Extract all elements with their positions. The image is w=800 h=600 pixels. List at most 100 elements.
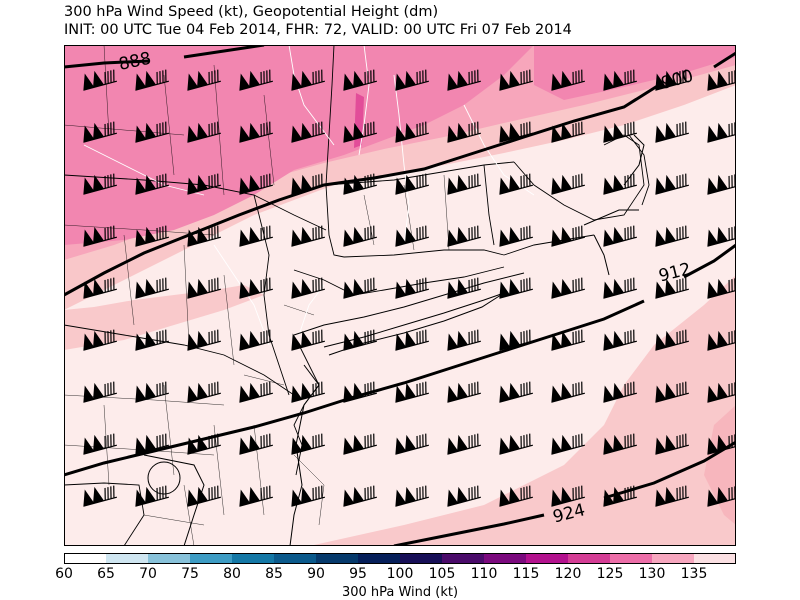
wind-barb <box>395 329 429 351</box>
wind-barb <box>707 381 736 403</box>
colorbar-tick-label: 85 <box>265 566 283 582</box>
colorbar-segment <box>694 553 736 564</box>
wind-barb <box>239 225 273 247</box>
colorbar-segment <box>148 553 191 564</box>
wind-barb <box>395 225 429 247</box>
wind-barb <box>603 69 637 91</box>
wind-barb <box>291 277 325 299</box>
colorbar-tick-label: 95 <box>349 566 367 582</box>
wind-barb <box>291 225 325 247</box>
wind-barb <box>655 121 689 143</box>
wind-barb <box>603 173 637 195</box>
contour-label-912: 912 <box>657 259 693 286</box>
wind-barb <box>499 225 533 247</box>
contour-924 <box>393 440 736 546</box>
wind-barb <box>187 69 221 91</box>
wind-barb <box>239 121 273 143</box>
wind-barb <box>655 329 689 351</box>
wind-barb <box>239 277 273 299</box>
shade-lower-right-2 <box>704 405 736 525</box>
wind-barb <box>707 121 736 143</box>
wind-barb <box>447 225 481 247</box>
colorbar-label: 300 hPa Wind (kt) <box>341 585 459 600</box>
wind-barb <box>499 329 533 351</box>
wind-barb <box>135 121 169 143</box>
wind-barb <box>395 485 429 507</box>
wind-barb <box>135 433 169 455</box>
wind-barb <box>395 69 429 91</box>
wind-barb <box>707 69 736 91</box>
wind-barb <box>343 69 377 91</box>
wind-barb <box>447 381 481 403</box>
wind-barb <box>135 329 169 351</box>
colorbar-tick-label: 75 <box>181 566 199 582</box>
wind-barb <box>603 485 637 507</box>
colorbar-tick-label: 60 <box>55 566 73 582</box>
shade-lower-right <box>314 275 736 546</box>
wind-barb <box>447 485 481 507</box>
wind-barb <box>239 381 273 403</box>
wind-barb <box>135 277 169 299</box>
colorbar-tick-label: 105 <box>428 566 456 582</box>
colorbar-segment <box>652 553 695 564</box>
chart-title: 300 hPa Wind Speed (kt), Geopotential He… <box>64 4 439 20</box>
wind-barb <box>707 433 736 455</box>
wind-barb <box>551 433 585 455</box>
wind-barb <box>343 381 377 403</box>
wind-speed-shading <box>64 45 736 546</box>
wind-barb <box>187 329 221 351</box>
colorbar-border <box>64 553 736 564</box>
wind-barb <box>707 485 736 507</box>
wind-barb <box>551 225 585 247</box>
wind-barb <box>343 225 377 247</box>
wind-barb <box>551 69 585 91</box>
wind-barb <box>83 433 117 455</box>
wind-barb <box>83 381 117 403</box>
wind-barb <box>499 121 533 143</box>
wind-barb <box>343 485 377 507</box>
wind-barb <box>135 225 169 247</box>
colorbar-tick-label: 100 <box>386 566 414 582</box>
wind-barb <box>395 173 429 195</box>
wind-barbs <box>83 69 736 507</box>
wind-barb <box>291 433 325 455</box>
colorbar-segment <box>526 553 569 564</box>
wind-barb <box>291 381 325 403</box>
wind-barb <box>135 381 169 403</box>
wind-barb <box>395 381 429 403</box>
wind-barb <box>447 329 481 351</box>
wind-barb <box>447 173 481 195</box>
colorbar-tick-label: 130 <box>638 566 666 582</box>
wind-barb <box>291 121 325 143</box>
colorbar-segment <box>610 553 653 564</box>
wind-barb <box>83 173 117 195</box>
wind-barb <box>499 277 533 299</box>
wind-barb <box>603 329 637 351</box>
wind-barb <box>83 329 117 351</box>
colorbar-tick-label: 125 <box>596 566 624 582</box>
wind-barb <box>655 69 689 91</box>
wind-barb <box>447 433 481 455</box>
wind-barb <box>707 329 736 351</box>
colorbar-segment <box>400 553 443 564</box>
wind-barb <box>499 173 533 195</box>
colorbar-segment <box>358 553 401 564</box>
colorbar-tick-label: 135 <box>680 566 708 582</box>
wind-barb <box>239 433 273 455</box>
wind-barb <box>603 433 637 455</box>
wind-barb <box>551 381 585 403</box>
colorbar-tick-label: 90 <box>307 566 325 582</box>
rivers <box>83 45 535 346</box>
colorbar-segment <box>316 553 359 564</box>
wind-barb <box>551 121 585 143</box>
colorbar-tick-label: 80 <box>223 566 241 582</box>
colorbar-segment <box>274 553 317 564</box>
wind-barb <box>135 173 169 195</box>
colorbar-tick-label: 65 <box>97 566 115 582</box>
wind-barb <box>655 433 689 455</box>
wind-barb <box>343 173 377 195</box>
wind-barb <box>343 277 377 299</box>
colorbar-segment <box>190 553 233 564</box>
wind-barb <box>187 277 221 299</box>
wind-barb <box>603 121 637 143</box>
